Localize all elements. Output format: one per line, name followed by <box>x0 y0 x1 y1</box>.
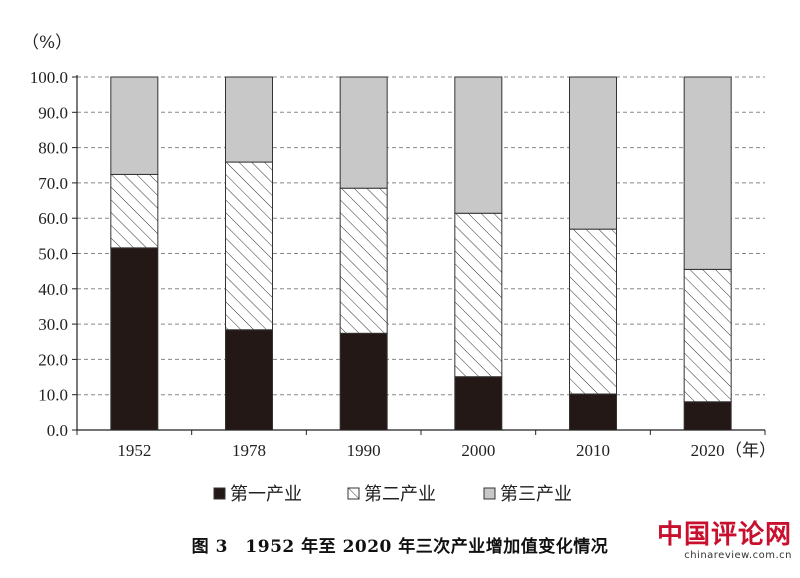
watermark-title: 中国评论网 <box>656 520 792 550</box>
legend-label-series-3: 第三产业 <box>500 484 572 505</box>
grid-lines <box>77 76 765 396</box>
legend-swatch-series-3 <box>483 487 496 500</box>
x-tick-label: 1990 <box>347 441 381 460</box>
bar-segment-2000-series-3 <box>454 76 503 214</box>
bar-segment-2000-series-2 <box>454 212 503 378</box>
y-axis-unit: （%） <box>22 33 72 53</box>
bar-segment-2010-series-3 <box>569 76 617 230</box>
y-tick-label: 100.0 <box>30 68 68 87</box>
bar-segment-2020-series-2 <box>683 268 732 403</box>
y-tick-label: 60.0 <box>38 209 68 228</box>
bar-segment-1978-series-3 <box>225 76 273 163</box>
bar-segment-1978-series-1 <box>225 329 273 431</box>
bars <box>110 76 732 431</box>
y-tick-label: 90.0 <box>38 103 68 122</box>
legend-swatch-series-1 <box>213 487 226 500</box>
legend-swatch-series-2 <box>347 487 360 500</box>
bar-segment-1990-series-2 <box>339 187 388 334</box>
bar-segment-1990-series-1 <box>339 332 388 431</box>
bar-segment-2000-series-1 <box>454 376 503 431</box>
watermark-logo: 中国评论网 chinareview.com.cn <box>657 520 792 561</box>
bar-segment-2010-series-2 <box>569 228 617 395</box>
x-tick-label: 2010 <box>576 441 610 460</box>
y-tick-label: 70.0 <box>38 174 68 193</box>
x-axis-unit: （年） <box>725 441 776 461</box>
x-tick-label: 1952 <box>117 441 151 460</box>
bar-segment-1952-series-3 <box>110 76 159 175</box>
bar-segment-1990-series-3 <box>339 76 388 189</box>
legend-label-series-1: 第一产业 <box>230 484 302 505</box>
y-tick-label: 80.0 <box>38 139 68 158</box>
bar-segment-1952-series-1 <box>110 247 159 431</box>
y-tick-label: 0.0 <box>47 421 68 440</box>
x-tick-label: 2020 <box>691 441 725 460</box>
y-tick-label: 30.0 <box>38 315 68 334</box>
y-tick-label: 50.0 <box>38 245 68 264</box>
bar-segment-1978-series-2 <box>225 161 273 331</box>
y-tick-label: 40.0 <box>38 280 68 299</box>
bar-segment-2010-series-1 <box>569 393 617 431</box>
bar-segment-2020-series-3 <box>683 76 732 270</box>
y-tick-labels: 0.0 10.0 20.0 30.0 40.0 50.0 60.0 70.0 80.0 90.0 1… <box>30 68 77 440</box>
legend-label-series-2: 第二产业 <box>364 484 436 505</box>
x-tick-label: 1978 <box>232 441 266 460</box>
axes <box>76 75 765 431</box>
y-tick-label: 10.0 <box>38 386 68 405</box>
y-tick-label: 20.0 <box>38 350 68 369</box>
x-tick-label: 2000 <box>461 441 495 460</box>
x-tick-labels: 1952 1978 1990 2000 2010 2020 <box>76 430 766 460</box>
bar-segment-2020-series-1 <box>683 401 732 431</box>
bar-segment-1952-series-2 <box>110 173 159 249</box>
watermark-url: chinareview.com.cn <box>684 550 792 561</box>
legend: 第一产业 第二产业 第三产业 <box>213 484 572 505</box>
figure-caption: 图 3 1952 年至 2020 年三次产业增加值变化情况 <box>191 537 609 557</box>
